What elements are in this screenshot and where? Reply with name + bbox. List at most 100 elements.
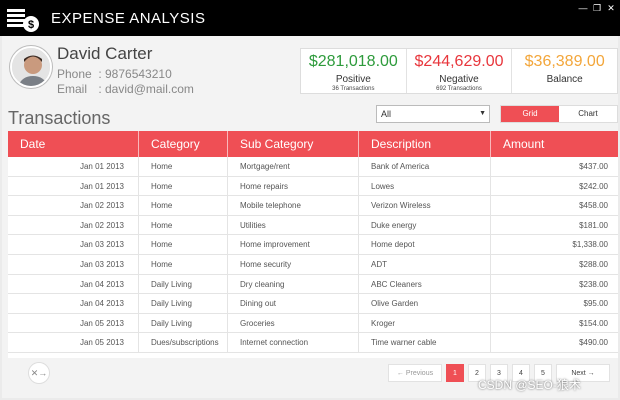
balance-label: Balance [546,74,583,85]
cell-description: Bank of America [359,157,491,176]
cell-description: Duke energy [359,215,491,235]
tab-grid[interactable]: Grid [501,106,559,122]
cell-sub-category: Dining out [228,294,359,313]
table-row[interactable]: Jan 03 2013 Home Home improvement Home depo… [8,235,618,255]
cell-sub-category: Groceries [228,313,359,333]
view-toggle: Grid Chart [500,105,618,123]
category-filter-select[interactable]: All ▼ [376,105,490,123]
cell-date: Jan 02 2013 [8,196,139,215]
watermark: CSDN @SEO-狼术 [478,378,581,392]
summary-cards: $281,018.00 Positive 36 Transactions $24… [300,48,618,94]
cell-sub-category: Home repairs [228,176,359,196]
grid-header: Date Category Sub Category Description A… [8,131,618,157]
cell-description: Home depot [359,235,491,254]
column-header-description[interactable]: Description [359,131,491,157]
cell-description: Lowes [359,176,491,196]
column-header-amount[interactable]: Amount [503,137,545,151]
cell-description: Kroger [359,313,491,333]
export-icon: ✕→ [30,368,48,378]
cell-date: Jan 05 2013 [8,313,139,333]
cell-description: Verizon Wireless [359,196,491,215]
column-header-date[interactable]: Date [8,131,139,157]
cell-description: ADT [359,254,491,274]
table-row[interactable]: Jan 05 2013 Dues/subscriptions Internet co… [8,333,618,353]
cell-amount: $181.00 [579,220,608,230]
cell-date: Jan 04 2013 [8,274,139,294]
table-row[interactable]: Jan 02 2013 Home Mobile telephone Verizon W… [8,196,618,216]
cell-description: ABC Cleaners [359,274,491,294]
cell-sub-category: Internet connection [228,333,359,352]
tab-chart[interactable]: Chart [578,109,598,118]
cell-sub-category: Mortgage/rent [228,157,359,176]
restore-icon[interactable]: ❐ [592,3,602,13]
cell-amount: $238.00 [579,279,608,289]
cell-date: Jan 02 2013 [8,215,139,235]
table-row[interactable]: Jan 04 2013 Daily Living Dry cleaning ABC C… [8,274,618,295]
column-header-category[interactable]: Category [139,131,228,157]
cell-amount: $95.00 [583,299,608,309]
positive-label: Positive [335,74,371,85]
positive-amount: $281,018.00 [308,53,398,70]
cell-date: Jan 01 2013 [8,157,139,176]
negative-label: Negative [439,74,479,85]
email-label: Email [57,82,88,96]
close-icon[interactable]: ✕ [607,3,615,13]
cell-sub-category: Home security [228,254,359,274]
user-photo-icon [12,48,50,86]
cell-amount: $288.00 [579,259,608,269]
app-title: EXPENSE ANALYSIS [51,10,206,27]
positive-count: 36 Transactions [332,86,375,92]
cell-date: Jan 04 2013 [8,294,139,313]
balance-amount: $36,389.00 [524,53,605,70]
cell-date: Jan 05 2013 [8,333,139,352]
cell-category: Home [139,254,228,274]
phone-row: Phone : 9876543210 [57,67,172,81]
grid-body: Jan 01 2013 Home Mortgage/rent Bank of Amer… [8,157,618,353]
cell-category: Daily Living [139,274,228,294]
next-page-button[interactable]: Next → [556,364,610,382]
chevron-down-icon: ▼ [479,110,486,117]
page-button-1[interactable]: 1 [446,364,464,382]
positive-card: $281,018.00 Positive 36 Transactions [301,49,407,93]
export-button[interactable]: ✕→ [28,362,50,384]
cell-amount: $437.00 [579,162,608,171]
minimize-icon[interactable]: — [578,3,588,13]
page-button-3[interactable]: 3 [490,364,508,382]
main-panel: David Carter Phone : 9876543210 Email : … [2,36,618,398]
negative-amount: $244,629.00 [414,53,504,70]
coin-stack-icon: $ [7,9,39,32]
cell-category: Home [139,196,228,215]
phone-value: : 9876543210 [98,67,172,81]
avatar [10,46,52,88]
phone-label: Phone [57,67,92,81]
cell-amount: $154.00 [579,318,608,328]
page-button-5[interactable]: 5 [534,364,552,382]
pager: ← Previous 1 2 3 4 5 Next → [388,364,610,382]
cell-amount: $242.00 [579,181,608,191]
page-button-2[interactable]: 2 [468,364,486,382]
category-filter-value: All [381,109,392,119]
cell-date: Jan 01 2013 [8,176,139,196]
cell-date: Jan 03 2013 [8,235,139,254]
negative-count: 692 Transactions [436,86,482,92]
cell-category: Home [139,215,228,235]
page-button-4[interactable]: 4 [512,364,530,382]
table-row[interactable]: Jan 03 2013 Home Home security ADT $288.00 [8,254,618,275]
cell-sub-category: Utilities [228,215,359,235]
table-row[interactable]: Jan 02 2013 Home Utilities Duke energy $181.… [8,215,618,236]
cell-category: Dues/subscriptions [139,333,228,352]
cell-category: Home [139,176,228,196]
negative-card: $244,629.00 Negative 692 Transactions [407,49,513,93]
previous-page-button[interactable]: ← Previous [388,364,442,382]
table-row[interactable]: Jan 01 2013 Home Mortgage/rent Bank of Amer… [8,157,618,177]
column-header-sub-category[interactable]: Sub Category [228,131,359,157]
cell-amount: $1,338.00 [572,240,608,250]
table-row[interactable]: Jan 05 2013 Daily Living Groceries Kroger $1… [8,313,618,334]
user-name: David Carter [57,44,153,63]
email-row: Email : david@mail.com [57,82,194,96]
cell-sub-category: Home improvement [228,235,359,254]
cell-date: Jan 03 2013 [8,254,139,274]
table-row[interactable]: Jan 04 2013 Daily Living Dining out Olive G… [8,294,618,314]
cell-amount: $490.00 [579,338,608,348]
table-row[interactable]: Jan 01 2013 Home Home repairs Lowes $242.00 [8,176,618,197]
